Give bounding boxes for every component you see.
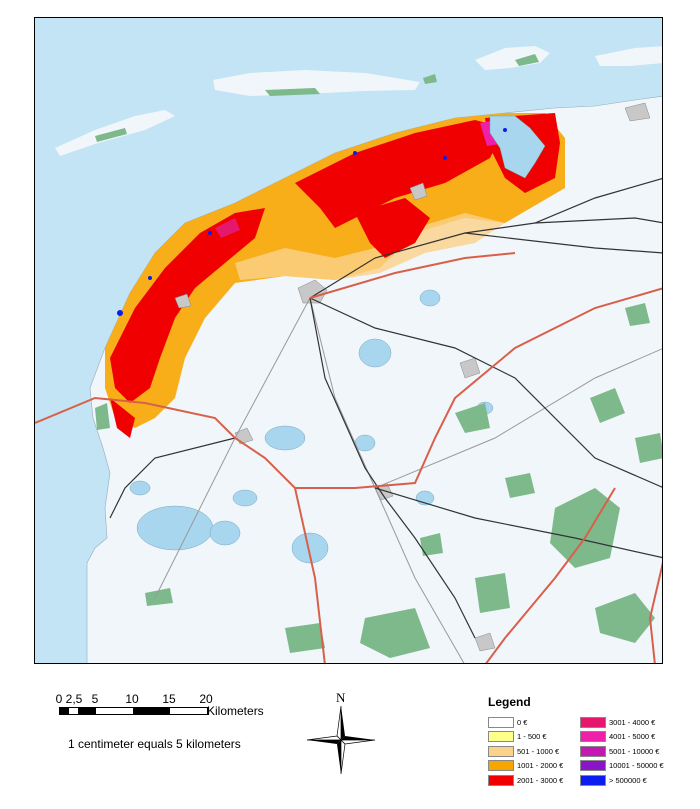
scale-unit-label: Kilometers: [207, 704, 264, 718]
damage-spot: [353, 151, 357, 155]
damage-zone-red: [110, 398, 135, 438]
main-roads: [35, 252, 662, 663]
legend-label: 2001 - 3000 €: [517, 775, 564, 785]
legend-label: 501 - 1000 €: [517, 746, 560, 756]
damage-zone-magenta: [215, 218, 240, 238]
damage-zone-red: [110, 208, 265, 403]
damage-spot: [443, 156, 447, 160]
damage-zone-red: [355, 198, 430, 258]
island-3: [475, 46, 550, 70]
legend: Legend 0 € 3001 - 4000 € 1 - 500 € 4001 - 5…: [488, 695, 693, 805]
legend-swatch: [488, 745, 514, 757]
legend-label: > 500000 €: [609, 775, 647, 785]
legend-swatch: [580, 731, 606, 743]
legend-swatch: [580, 716, 606, 728]
damage-zone-red: [295, 120, 505, 228]
damage-spot: [148, 276, 152, 280]
scale-note: 1 centimeter equals 5 kilometers: [68, 737, 241, 751]
legend-swatch: [488, 716, 514, 728]
legend-item: 4001 - 5000 €: [580, 730, 680, 745]
legend-item: 2001 - 3000 €: [488, 773, 580, 788]
island-forest: [95, 128, 127, 142]
legend-label: 0 €: [517, 717, 528, 727]
legend-swatch: [580, 745, 606, 757]
scale-tick-label: 15: [162, 692, 176, 706]
scale-tick-label: 10: [125, 692, 139, 706]
scale-tick-label: 2,5: [65, 692, 83, 706]
compass-rose-icon: [306, 705, 376, 775]
legend-label: 1001 - 2000 €: [517, 761, 564, 771]
legend-item: 1 - 500 €: [488, 730, 580, 745]
damage-spot: [117, 310, 123, 316]
forests: [95, 303, 662, 658]
legend-item: 501 - 1000 €: [488, 744, 580, 759]
scale-tick-label: 0: [55, 692, 63, 706]
legend-item: > 500000 €: [580, 773, 680, 788]
scale-tick-label: 5: [91, 692, 99, 706]
legend-label: 5001 - 10000 €: [609, 746, 660, 756]
scale-tick-label: 20: [199, 692, 213, 706]
legend-label: 3001 - 4000 €: [609, 717, 656, 727]
legend-swatch: [580, 774, 606, 786]
legend-grid: 0 € 3001 - 4000 € 1 - 500 € 4001 - 5000 € 50…: [488, 715, 680, 788]
legend-item: 0 €: [488, 715, 580, 730]
legend-label: 1 - 500 €: [517, 732, 547, 742]
legend-swatch: [488, 774, 514, 786]
damage-spot: [503, 128, 507, 132]
island-forest: [423, 74, 437, 84]
damage-zone-yellow: [235, 213, 505, 280]
roads: [109, 177, 662, 639]
island-4: [595, 46, 662, 66]
legend-label: 10001 - 50000 €: [609, 761, 664, 771]
legend-item: 10001 - 50000 €: [580, 759, 680, 774]
legend-swatch: [488, 731, 514, 743]
legend-label: 4001 - 5000 €: [609, 732, 656, 742]
legend-item: 3001 - 4000 €: [580, 715, 680, 730]
urban-areas: [174, 102, 651, 652]
island-2: [213, 70, 420, 96]
north-arrow: N: [306, 690, 376, 776]
map-frame[interactable]: [34, 17, 663, 664]
scale-bar: 0 2,5 5 10 15 20 Kilometers: [55, 692, 295, 752]
damage-spot: [208, 231, 212, 235]
legend-item: 1001 - 2000 €: [488, 759, 580, 774]
legend-swatch: [488, 760, 514, 772]
island-forest: [265, 88, 320, 96]
north-letter: N: [336, 690, 346, 705]
legend-item: 5001 - 10000 €: [580, 744, 680, 759]
legend-swatch: [580, 760, 606, 772]
map-canvas[interactable]: [35, 18, 663, 664]
island-forest: [515, 54, 539, 66]
legend-title: Legend: [488, 695, 531, 709]
scale-bar-strip: [59, 707, 208, 715]
